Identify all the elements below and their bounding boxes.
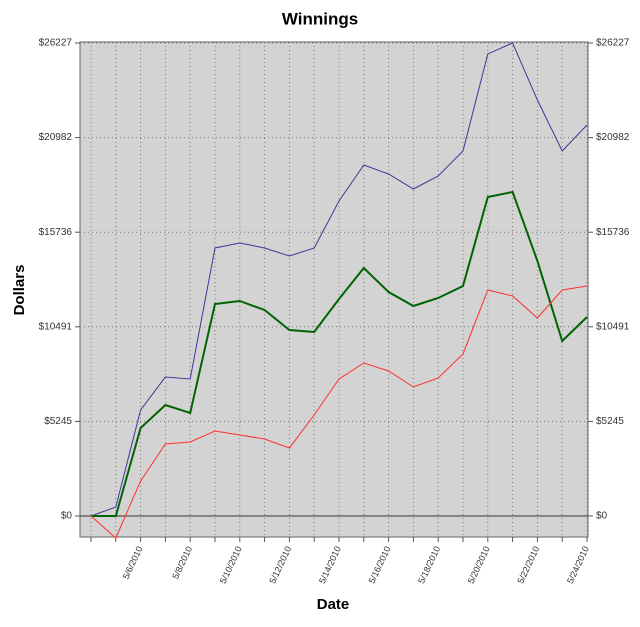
series-line: [90, 42, 588, 517]
x-tick-label: 5/20/2010: [466, 545, 492, 586]
y-tick-label: $26227: [39, 38, 73, 49]
plot-area: [79, 41, 589, 538]
y-tick-label: $0: [61, 511, 73, 522]
x-tick-label: 5/10/2010: [218, 545, 244, 586]
chart-title: Winnings: [282, 9, 358, 28]
x-tick-label: 5/16/2010: [367, 545, 393, 586]
y2-tick-label: $0: [596, 511, 608, 522]
y2-tick-label: $26227: [596, 38, 630, 49]
series-line: [91, 190, 588, 517]
x-tick-label: 5/22/2010: [515, 545, 541, 586]
y2-tick-label: $5245: [596, 416, 624, 427]
x-tick-label: 5/14/2010: [317, 545, 343, 586]
x-axis-title: Date: [317, 596, 350, 613]
x-tick-label: 5/6/2010: [121, 545, 145, 581]
series-line: [90, 285, 588, 539]
x-tick-label: 5/8/2010: [170, 545, 194, 581]
y-tick-label: $10491: [39, 321, 73, 332]
x-tick-label: 5/24/2010: [565, 545, 591, 586]
y-axis-title: Dollars: [11, 265, 28, 316]
x-tick-label: 5/18/2010: [416, 545, 442, 586]
x-tick-label: 5/12/2010: [267, 545, 293, 586]
y-tick-label: $5245: [44, 416, 72, 427]
y-tick-label: $20982: [39, 132, 73, 143]
y2-tick-label: $15736: [596, 227, 630, 238]
y2-tick-label: $10491: [596, 321, 630, 332]
y2-tick-label: $20982: [596, 132, 630, 143]
y-tick-label: $15736: [39, 227, 73, 238]
